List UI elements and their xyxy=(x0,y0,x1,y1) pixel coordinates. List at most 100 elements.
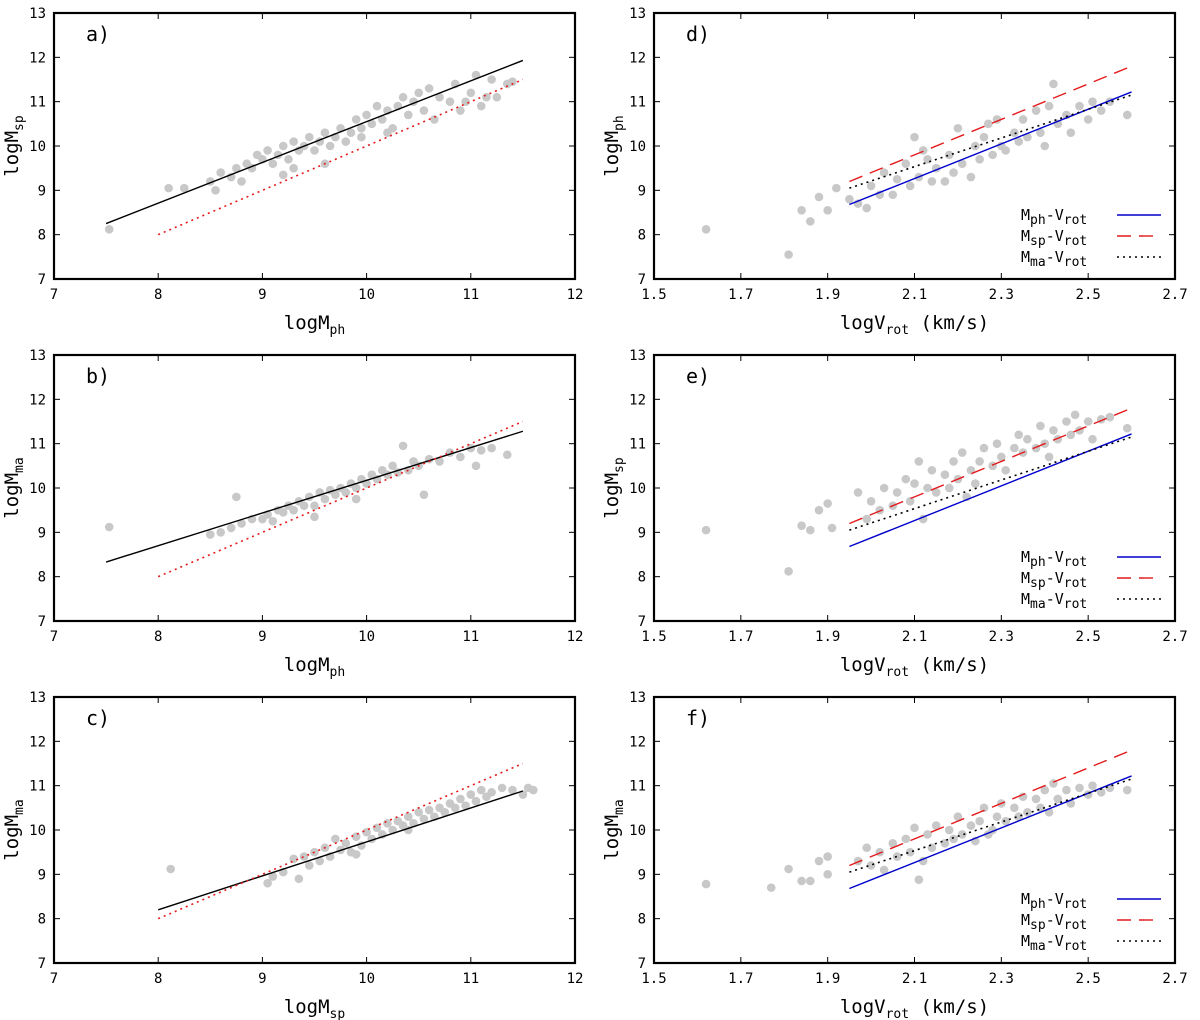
scatter-point xyxy=(931,821,941,830)
scatter-point xyxy=(832,183,841,193)
x-axis-label-base: logV xyxy=(840,312,886,334)
scatter-point xyxy=(927,843,937,853)
scatter-point xyxy=(440,807,450,817)
y-tick-label: 12 xyxy=(629,50,646,66)
scatter-point xyxy=(1096,106,1106,115)
x-tick-label: 11 xyxy=(462,287,479,303)
x-axis-label: logMsp xyxy=(284,996,346,1020)
fit-line-dotted xyxy=(849,436,1132,531)
y-axis-label-base: logM xyxy=(601,473,623,519)
y-tick-label: 7 xyxy=(638,614,646,630)
scatter-point xyxy=(892,852,902,861)
scatter-point xyxy=(398,92,408,102)
scatter-point xyxy=(879,168,889,177)
scatter-point xyxy=(944,825,954,835)
scatter-point xyxy=(957,448,967,457)
scatter-point xyxy=(341,488,351,497)
legend-label: Msp-Vrot xyxy=(1021,569,1087,591)
scatter-point xyxy=(383,128,392,137)
y-axis-label-base: logM xyxy=(1,815,23,861)
x-tick-label: 11 xyxy=(462,971,479,987)
legend-label-mid: -V xyxy=(1046,569,1064,587)
scatter-point xyxy=(1036,128,1045,137)
x-tick-label: 1.9 xyxy=(815,629,840,645)
x-tick-label: 2.5 xyxy=(1076,629,1101,645)
x-axis-label-base: logV xyxy=(840,654,886,676)
scatter-point xyxy=(1062,417,1071,426)
scatter-point xyxy=(701,525,711,535)
scatter-point xyxy=(866,181,876,191)
scatter-point xyxy=(814,856,824,866)
legend-label-sub: ma xyxy=(1030,939,1046,954)
scatter-point xyxy=(471,461,481,471)
y-axis-label: logMph xyxy=(601,115,627,176)
scatter-point xyxy=(492,92,502,102)
x-axis-label-base: logM xyxy=(284,996,330,1018)
scatter-point xyxy=(797,876,806,886)
scatter-point xyxy=(419,106,429,115)
scatter-point xyxy=(232,492,241,502)
x-tick-label: 2.7 xyxy=(1162,629,1187,645)
scatter-point xyxy=(362,110,371,120)
x-axis-label-base: logM xyxy=(284,654,330,676)
scatter-point xyxy=(456,452,465,462)
scatter-point xyxy=(450,803,460,813)
scatter-point xyxy=(278,170,288,180)
scatter-point xyxy=(325,141,335,151)
y-axis-label: logMma xyxy=(1,799,27,860)
legend-label: Mph-Vrot xyxy=(1021,548,1087,570)
scatter-point xyxy=(910,132,919,142)
scatter-point xyxy=(1075,101,1084,111)
scatter-point xyxy=(966,821,976,830)
scatter-point xyxy=(461,801,470,810)
fit-line-solid xyxy=(105,430,524,563)
legend-label-sub: rot xyxy=(1064,213,1087,228)
legend-label: Msp-Vrot xyxy=(1021,227,1087,249)
scatter-point xyxy=(357,123,366,133)
scatter-point xyxy=(278,508,288,517)
plot-frame xyxy=(652,11,1177,281)
scatter-point xyxy=(1122,110,1132,120)
scatter-point xyxy=(1018,115,1028,124)
legend-label-sub: rot xyxy=(1064,255,1087,270)
y-tick-label: 8 xyxy=(638,912,646,928)
scatter-point xyxy=(310,501,319,511)
scatter-point xyxy=(482,92,491,102)
scatter-point xyxy=(910,479,919,488)
x-tick-label: 10 xyxy=(358,287,375,303)
scatter-point xyxy=(294,874,304,884)
scatter-point xyxy=(957,830,967,839)
y-axis-label: logMma xyxy=(1,457,27,518)
legend-label-mid: -V xyxy=(1046,890,1064,908)
scatter-point xyxy=(471,796,481,806)
scatter-point xyxy=(216,168,226,177)
scatter-point xyxy=(966,172,976,182)
scatter-point xyxy=(914,457,924,466)
scatter-point xyxy=(901,159,911,169)
scatter-point xyxy=(992,439,1002,448)
x-axis-label: logVrot (km/s) xyxy=(840,996,989,1020)
scatter-point xyxy=(435,457,444,466)
x-tick-label: 1.9 xyxy=(815,287,840,303)
scatter-point xyxy=(892,174,902,184)
scatter-point xyxy=(784,567,793,576)
legend-label-base: M xyxy=(1021,548,1030,566)
scatter-point xyxy=(975,155,984,164)
scatter-point xyxy=(984,119,993,129)
scatter-point xyxy=(927,177,937,186)
scatter-point xyxy=(456,794,465,804)
x-axis-label: logVrot (km/s) xyxy=(840,654,989,680)
y-tick-label: 9 xyxy=(638,525,646,541)
scatter-point xyxy=(823,499,832,508)
legend-label-base: M xyxy=(1021,911,1030,929)
scatter-point xyxy=(888,839,898,848)
scatter-point xyxy=(910,823,919,833)
plot-frame xyxy=(652,695,1177,965)
scatter-point xyxy=(456,106,465,115)
legend-label-sub: sp xyxy=(1030,234,1046,249)
scatter-point xyxy=(289,854,298,864)
y-tick-label: 12 xyxy=(629,734,646,750)
